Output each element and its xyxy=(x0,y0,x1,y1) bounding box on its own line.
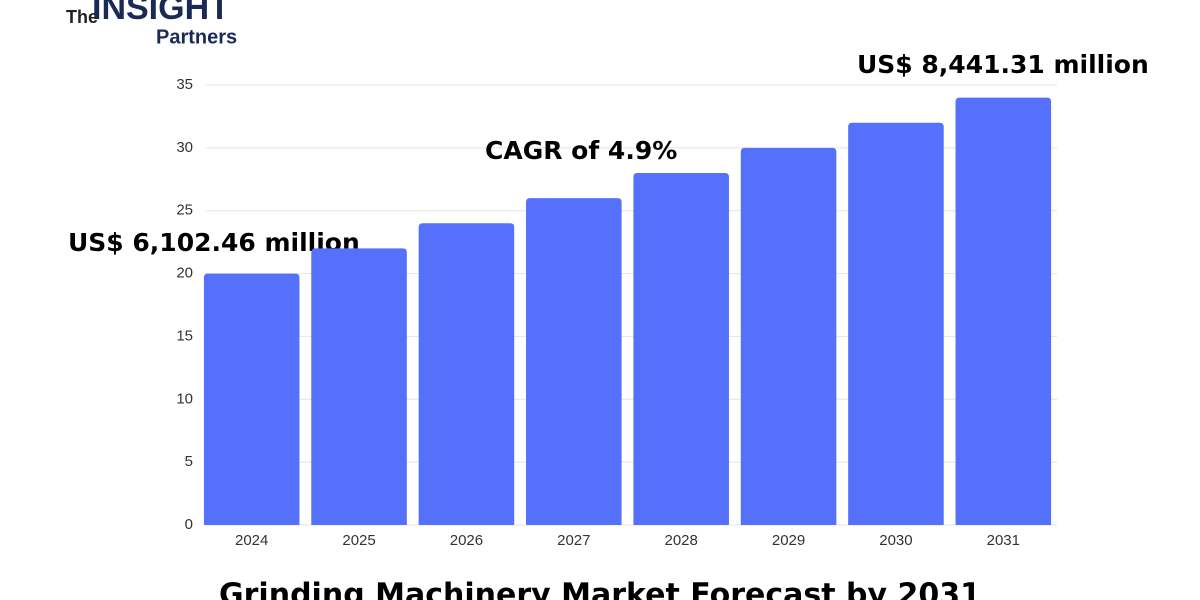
y-tick-label: 10 xyxy=(176,390,193,407)
chart-title: Grinding Machinery Market Forecast by 20… xyxy=(219,578,981,600)
annotation: CAGR of 4.9% xyxy=(485,136,677,165)
x-tick-label: 2027 xyxy=(557,532,590,549)
y-tick-label: 5 xyxy=(185,453,193,470)
x-tick-label: 2031 xyxy=(987,532,1020,549)
y-tick-label: 30 xyxy=(176,139,193,156)
bar xyxy=(526,198,622,525)
bar xyxy=(418,223,515,526)
logo-name: INSIGHT xyxy=(92,0,230,27)
x-tick-label: 2030 xyxy=(879,532,912,549)
x-tick-label: 2024 xyxy=(235,532,268,549)
bar xyxy=(740,147,837,525)
bar xyxy=(311,248,407,525)
x-tick-label: 2028 xyxy=(665,532,698,549)
x-tick-label: 2025 xyxy=(342,532,375,549)
logo-prefix: The xyxy=(66,7,98,27)
y-tick-label: 15 xyxy=(176,327,193,344)
bar xyxy=(633,173,729,525)
y-tick-label: 0 xyxy=(185,516,193,533)
bar xyxy=(955,97,1052,526)
annotation: US$ 8,441.31 million xyxy=(857,50,1149,79)
y-tick-label: 35 xyxy=(176,76,193,93)
logo-suffix: Partners xyxy=(156,26,237,48)
bar xyxy=(203,273,300,525)
y-tick-label: 25 xyxy=(176,202,193,219)
x-tick-label: 2029 xyxy=(772,532,805,549)
y-tick-label: 20 xyxy=(176,265,193,282)
x-tick-label: 2026 xyxy=(450,532,483,549)
annotation: US$ 6,102.46 million xyxy=(68,228,360,257)
bar xyxy=(848,122,944,525)
